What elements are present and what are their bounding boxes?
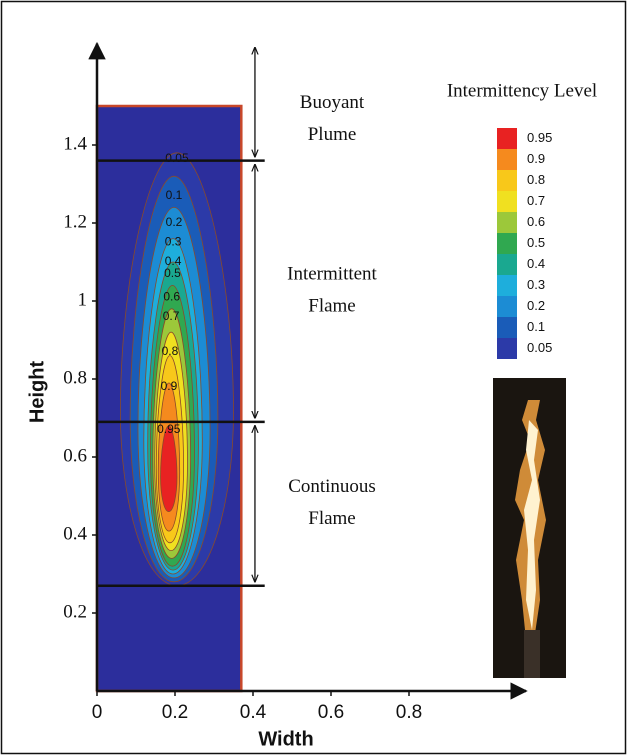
contour-label: 0.7	[163, 309, 180, 323]
y-axis-label: Height	[26, 361, 48, 424]
y-tick-label: 1.4	[63, 133, 87, 154]
contour-label: 0.5	[164, 266, 181, 280]
x-tick-label: 0.8	[396, 702, 422, 723]
y-tick-label: 0.4	[63, 523, 87, 544]
colorbar-label: 0.2	[527, 298, 545, 313]
colorbar-label: 0.6	[527, 214, 545, 229]
colorbar-label: 0.9	[527, 151, 545, 166]
x-tick-label: 0.2	[162, 702, 188, 723]
colorbar-swatch	[497, 275, 517, 296]
x-tick-label: 0	[92, 702, 103, 723]
contour-label: 0.95	[157, 422, 181, 436]
colorbar-swatch	[497, 338, 517, 359]
colorbar-swatch	[497, 191, 517, 212]
x-tick-label: 0.4	[240, 702, 267, 723]
contour-label: 0.8	[162, 344, 179, 358]
y-tick-label: 0.2	[63, 601, 87, 622]
colorbar-swatch	[497, 170, 517, 191]
colorbar-swatch	[497, 149, 517, 170]
contour-band	[160, 425, 178, 513]
contour-label: 0.6	[163, 289, 180, 303]
x-tick-label: 0.6	[318, 702, 344, 723]
colorbar-swatch	[497, 233, 517, 254]
colorbar-swatch	[497, 254, 517, 275]
colorbar-swatch	[497, 128, 517, 149]
contour-label: 0.2	[166, 215, 183, 229]
y-tick-label: 1.2	[63, 211, 87, 232]
contour-label: 0.3	[165, 235, 182, 249]
colorbar-label: 0.95	[527, 130, 552, 145]
colorbar-title: Intermittency Level	[447, 80, 597, 101]
colorbar-label: 0.3	[527, 277, 545, 292]
colorbar-label: 0.4	[527, 256, 545, 271]
y-tick-label: 0.6	[63, 445, 87, 466]
plot-area: 0.050.10.20.30.40.50.60.70.80.90.950.20.…	[63, 41, 528, 723]
x-axis-label: Width	[258, 728, 313, 750]
colorbar-swatch	[497, 296, 517, 317]
contour-label: 0.05	[165, 151, 189, 165]
region-label: Flame	[308, 508, 356, 529]
contour-label: 0.4	[165, 254, 182, 268]
region-label: Buoyant	[300, 92, 365, 113]
region-label: Plume	[308, 124, 357, 145]
region-label: Flame	[308, 296, 356, 317]
colorbar-label: 0.5	[527, 235, 545, 250]
y-tick-label: 1	[78, 289, 88, 310]
colorbar-label: 0.8	[527, 172, 545, 187]
colorbar-swatch	[497, 212, 517, 233]
contour-label: 0.9	[161, 379, 178, 393]
flame-photo	[493, 378, 566, 678]
colorbar-label: 0.7	[527, 193, 545, 208]
colorbar-label: 0.05	[527, 340, 552, 355]
region-label: Continuous	[288, 476, 376, 497]
contour-label: 0.1	[166, 188, 183, 202]
colorbar-swatch	[497, 317, 517, 338]
region-label: Intermittent	[287, 264, 377, 285]
y-tick-label: 0.8	[63, 367, 87, 388]
colorbar-label: 0.1	[527, 319, 545, 334]
